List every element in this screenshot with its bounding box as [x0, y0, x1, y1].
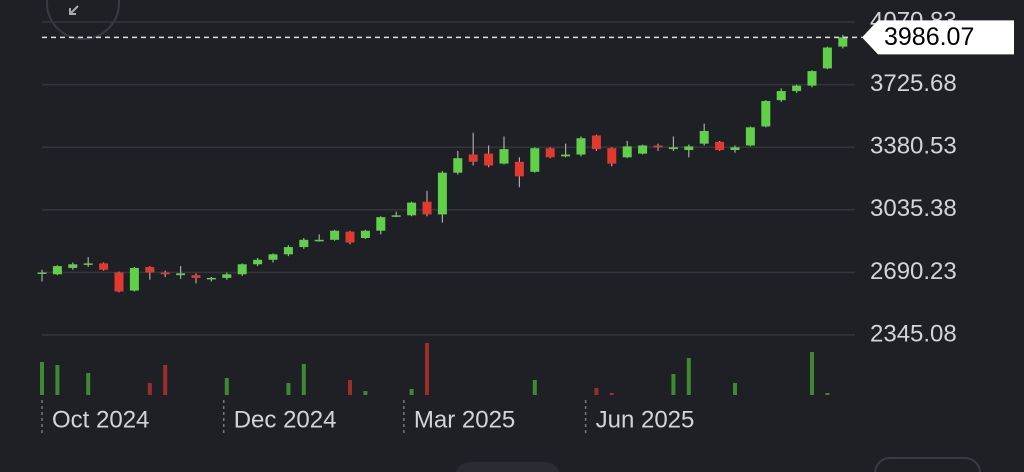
candle-body — [730, 147, 740, 151]
candle-body — [530, 148, 540, 172]
volume-bar — [425, 343, 429, 395]
candle-body — [160, 272, 170, 275]
y-tick-label: 2345.08 — [870, 320, 957, 347]
volume-bar — [825, 393, 830, 395]
x-tick-label: Dec 2024 — [234, 406, 337, 433]
y-tick-label: 3725.68 — [870, 70, 957, 97]
candle-body — [514, 161, 524, 177]
candle-body — [206, 277, 216, 280]
candle-body — [576, 138, 586, 155]
candle-body — [129, 267, 139, 291]
y-tick-label: 3380.53 — [870, 133, 957, 160]
volume-bar — [609, 393, 614, 395]
candle-body — [761, 101, 771, 127]
candle-body — [653, 145, 663, 148]
candle-body — [468, 154, 478, 162]
volume-bar — [55, 365, 60, 395]
volume-bar — [409, 389, 414, 395]
x-tick-label: Mar 2025 — [414, 406, 515, 433]
volume-bar — [671, 374, 676, 395]
candle-body — [715, 141, 725, 151]
candle-body — [407, 202, 417, 216]
candle-body — [792, 85, 802, 92]
candle-body — [391, 215, 401, 217]
candle-body — [345, 231, 355, 243]
bottom-tab[interactable] — [455, 462, 560, 472]
candle-body — [545, 148, 555, 158]
candle-body — [176, 273, 186, 276]
candle-body — [807, 71, 817, 86]
candle-body — [699, 130, 709, 144]
volume-bar — [810, 352, 814, 395]
candle-body — [52, 266, 62, 275]
volume-bar — [147, 383, 152, 395]
candle-body — [453, 158, 463, 173]
price-label: 3986.07 — [884, 23, 974, 51]
candle-body — [268, 254, 278, 260]
candle-body — [591, 135, 601, 150]
price-tag — [862, 20, 1014, 55]
volume-bar — [532, 380, 537, 395]
candle-body — [299, 239, 309, 248]
y-tick-label: 2690.23 — [870, 258, 957, 285]
candle-body — [99, 263, 109, 270]
candle-body — [222, 274, 232, 278]
y-tick-label: 3035.38 — [870, 195, 957, 222]
volume-bar — [301, 364, 306, 395]
volume-bar — [86, 373, 91, 395]
candle-body — [499, 149, 509, 164]
candle-body — [776, 91, 786, 101]
volume-bar — [286, 383, 291, 395]
candle-body — [376, 217, 386, 231]
candle-body — [745, 127, 755, 146]
volume-bar — [348, 380, 352, 395]
candle-body — [237, 264, 247, 275]
candle-body — [422, 201, 432, 215]
volume-bar — [363, 391, 368, 395]
candle-body — [561, 154, 571, 157]
collapse-icon — [69, 5, 79, 15]
candle-body — [145, 267, 155, 273]
volume-bar — [224, 378, 229, 395]
volume-bar — [733, 383, 737, 395]
candle-body — [622, 146, 632, 158]
candle-body — [37, 272, 47, 274]
candle-body — [360, 230, 370, 238]
candle-body — [668, 147, 678, 150]
volume-bar — [594, 388, 599, 395]
candle-body — [330, 230, 340, 240]
candle-body — [437, 172, 447, 215]
candle-body — [484, 153, 494, 166]
candle-body — [684, 146, 694, 151]
candle-body — [283, 247, 293, 255]
candle-body — [638, 145, 648, 154]
volume-bar — [40, 362, 44, 395]
bottom-button[interactable] — [874, 457, 981, 472]
candle-body — [822, 47, 832, 69]
candle-body — [253, 259, 263, 265]
volume-bar — [163, 365, 168, 395]
x-tick-label: Jun 2025 — [596, 406, 695, 433]
x-tick-label: Oct 2024 — [52, 406, 149, 433]
candle-body — [114, 272, 124, 292]
collapse-button[interactable] — [46, 0, 120, 40]
candle-body — [607, 148, 617, 164]
candle-body — [314, 239, 324, 242]
candle-body — [838, 37, 848, 47]
candle-body — [83, 263, 93, 265]
candle-body — [68, 264, 78, 268]
volume-bar — [686, 358, 691, 395]
candle-body — [191, 275, 201, 278]
